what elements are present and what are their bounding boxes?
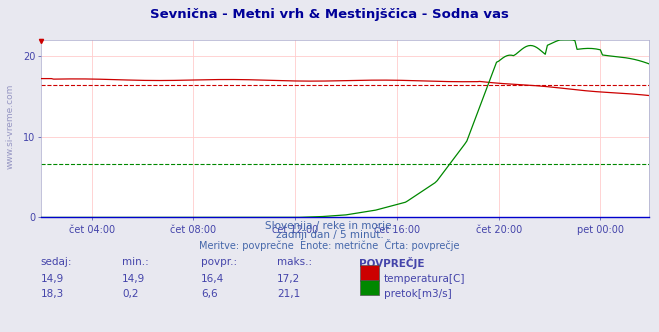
Text: min.:: min.: <box>122 257 149 267</box>
Text: Meritve: povprečne  Enote: metrične  Črta: povprečje: Meritve: povprečne Enote: metrične Črta:… <box>199 239 460 251</box>
Text: 16,4: 16,4 <box>201 274 224 284</box>
Text: 6,6: 6,6 <box>201 289 217 299</box>
Text: pretok[m3/s]: pretok[m3/s] <box>384 289 451 299</box>
Text: sedaj:: sedaj: <box>41 257 72 267</box>
Text: POVPREČJE: POVPREČJE <box>359 257 424 269</box>
Text: 21,1: 21,1 <box>277 289 300 299</box>
Text: 0,2: 0,2 <box>122 289 138 299</box>
Text: 18,3: 18,3 <box>41 289 64 299</box>
Text: 17,2: 17,2 <box>277 274 300 284</box>
Text: povpr.:: povpr.: <box>201 257 237 267</box>
Text: zadnji dan / 5 minut.: zadnji dan / 5 minut. <box>275 230 384 240</box>
Text: 14,9: 14,9 <box>41 274 64 284</box>
Text: Sevnična - Metni vrh & Mestinjščica - Sodna vas: Sevnična - Metni vrh & Mestinjščica - So… <box>150 8 509 21</box>
Text: maks.:: maks.: <box>277 257 312 267</box>
Text: 14,9: 14,9 <box>122 274 145 284</box>
Text: Slovenija / reke in morje.: Slovenija / reke in morje. <box>264 221 395 231</box>
Text: temperatura[C]: temperatura[C] <box>384 274 465 284</box>
Text: www.si-vreme.com: www.si-vreme.com <box>5 83 14 169</box>
